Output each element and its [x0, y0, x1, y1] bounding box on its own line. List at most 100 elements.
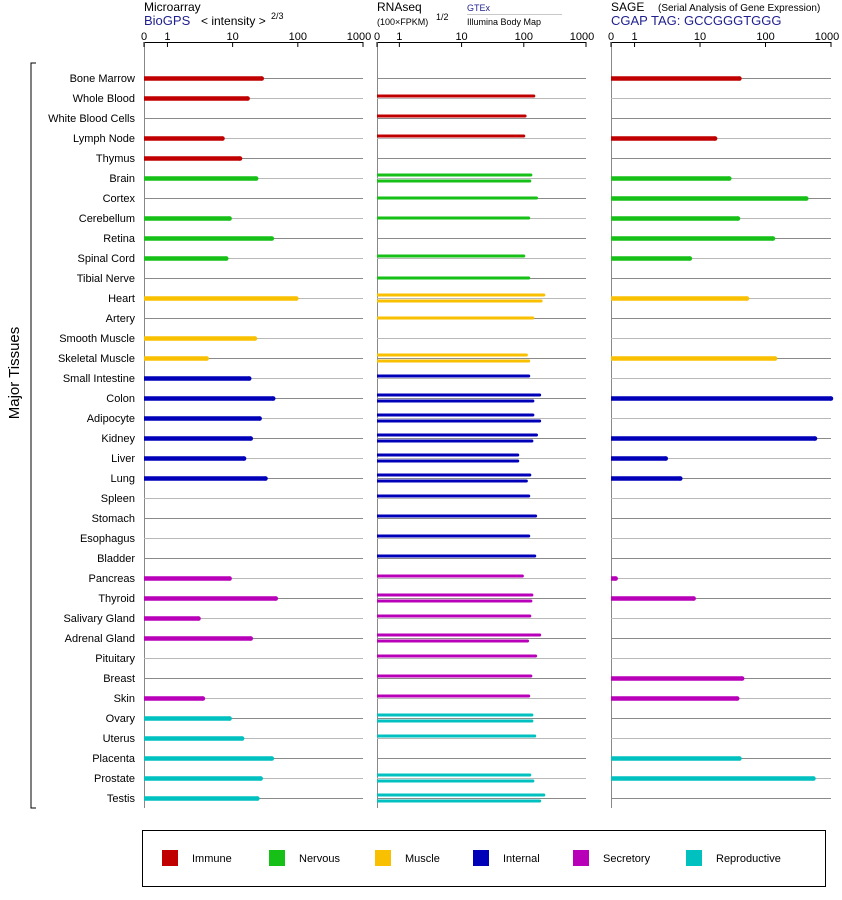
tissue-label: Whole Blood: [73, 93, 135, 105]
bar-rnaseq-gtex: [377, 453, 518, 457]
bar-rnaseq-gtex-cap: [524, 353, 528, 357]
bar-sage-cap: [828, 396, 834, 401]
bar-microarray-cap: [220, 136, 225, 141]
bar-rnaseq-illumina: [377, 419, 540, 423]
tissue-label: Spinal Cord: [78, 253, 135, 265]
tissue-label: Bladder: [97, 553, 135, 565]
bar-sage: [611, 596, 694, 601]
bar-rnaseq-illumina: [377, 694, 529, 698]
tissue-label: Tibial Nerve: [77, 273, 135, 285]
bar-microarray-cap: [247, 376, 252, 381]
tissue-label: Spleen: [101, 493, 135, 505]
bar-sage-cap: [772, 356, 778, 361]
bar-rnaseq-gtex-cap: [542, 793, 546, 797]
bar-rnaseq-illumina-cap: [531, 399, 535, 403]
panel-unit-exponent-microarray: 2/3: [271, 11, 284, 21]
x-tick-label-rnaseq-0: 0: [374, 31, 380, 43]
bar-rnaseq-illumina: [377, 359, 529, 363]
tissue-label: Breast: [103, 673, 135, 685]
bar-rnaseq-gtex-cap: [531, 413, 535, 417]
bar-sage-cap: [735, 216, 741, 221]
panel-unit-exponent-rnaseq: 1/2: [436, 12, 449, 22]
tissue-label: Pituitary: [95, 653, 135, 665]
bar-rnaseq-illumina: [377, 439, 532, 443]
bar-microarray-cap: [258, 776, 263, 781]
panel-source-gtex: GTEx: [467, 3, 491, 13]
bar-rnaseq-illumina: [377, 599, 531, 603]
bar-rnaseq-gtex-cap: [528, 773, 532, 777]
bar-rnaseq-illumina: [377, 719, 532, 723]
x-tick-label-sage-1: 1: [631, 31, 637, 43]
bar-microarray: [144, 436, 251, 441]
tissue-label: Skin: [114, 693, 135, 705]
bar-rnaseq-illumina: [377, 614, 530, 618]
bar-microarray-cap: [227, 716, 232, 721]
bar-microarray: [144, 616, 199, 621]
x-tick-label-rnaseq-1: 1: [396, 31, 402, 43]
bar-sage-cap: [691, 596, 696, 601]
legend-label-nervous: Nervous: [299, 853, 340, 865]
bar-rnaseq-gtex-cap: [528, 473, 532, 477]
panel-source-biogps: BioGPS: [144, 13, 191, 28]
bar-sage: [611, 776, 814, 781]
bar-microarray-cap: [269, 236, 275, 241]
legend-swatch-muscle: [375, 850, 391, 866]
tissue-label: Thymus: [96, 153, 136, 165]
legend-swatch-internal: [473, 850, 489, 866]
bar-rnaseq-illumina-cap: [527, 359, 531, 363]
bar-sage: [611, 136, 716, 141]
bar-microarray: [144, 176, 257, 181]
tissue-label: Kidney: [101, 433, 135, 445]
bar-sage: [611, 356, 776, 361]
bar-rnaseq-illumina: [377, 254, 524, 258]
tissue-label: Adipocyte: [87, 413, 135, 425]
bar-rnaseq-illumina-cap: [532, 94, 536, 98]
bar-rnaseq-gtex: [377, 316, 533, 320]
bar-microarray: [144, 696, 203, 701]
x-tick-label-microarray-100: 100: [289, 31, 307, 43]
bar-rnaseq-gtex: [377, 293, 544, 297]
legend-label-internal: Internal: [503, 853, 540, 865]
x-tick-label-sage-1000: 1000: [815, 31, 839, 43]
tissue-label: Retina: [103, 233, 136, 245]
bar-microarray-cap: [248, 636, 254, 641]
bar-microarray: [144, 336, 255, 341]
bar-rnaseq-illumina: [377, 179, 530, 183]
legend-swatch-nervous: [269, 850, 285, 866]
bar-microarray-cap: [227, 216, 232, 221]
bar-rnaseq-gtex-cap: [534, 196, 538, 200]
bar-rnaseq-illumina: [377, 134, 524, 138]
bar-rnaseq-illumina: [377, 574, 523, 578]
axes-layer: 0 1 10 100 1000 0 1 10 100 1000 0 1 10 100 1000: [141, 31, 839, 808]
bar-rnaseq-illumina: [377, 479, 527, 483]
bar-microarray: [144, 296, 297, 301]
bars-layer: [144, 76, 834, 803]
tissue-label: Small Intestine: [63, 373, 135, 385]
y-axis-label: Major Tissues: [6, 327, 23, 420]
bar-rnaseq-gtex: [377, 473, 530, 477]
bar-microarray-cap: [224, 256, 229, 261]
x-tick-label-sage-0: 0: [608, 31, 614, 43]
bar-microarray: [144, 476, 266, 481]
tissue-bracket: [30, 62, 36, 809]
bar-rnaseq-illumina-cap: [533, 734, 537, 738]
x-tick-label-rnaseq-10: 10: [455, 31, 467, 43]
bar-rnaseq-gtex: [377, 216, 529, 220]
bar-rnaseq-illumina-cap: [527, 374, 531, 378]
bar-rnaseq-illumina-cap: [530, 719, 534, 723]
tissue-label: Heart: [108, 293, 135, 305]
bar-rnaseq-gtex-cap: [527, 276, 531, 280]
bar-rnaseq-illumina: [377, 639, 528, 643]
bar-sage: [611, 436, 816, 441]
bar-microarray-cap: [241, 456, 247, 461]
bar-microarray: [144, 596, 276, 601]
bar-sage: [611, 76, 740, 81]
tissue-label: Colon: [106, 393, 135, 405]
bar-rnaseq-illumina-cap: [539, 299, 543, 303]
panel-title-rnaseq: RNAseq: [377, 0, 422, 14]
bar-sage: [611, 296, 747, 301]
bar-rnaseq-illumina: [377, 534, 529, 538]
panel-header-sage: SAGE (Serial Analysis of Gene Expression…: [611, 0, 820, 28]
bar-microarray: [144, 396, 274, 401]
bar-rnaseq-illumina-cap: [533, 554, 537, 558]
